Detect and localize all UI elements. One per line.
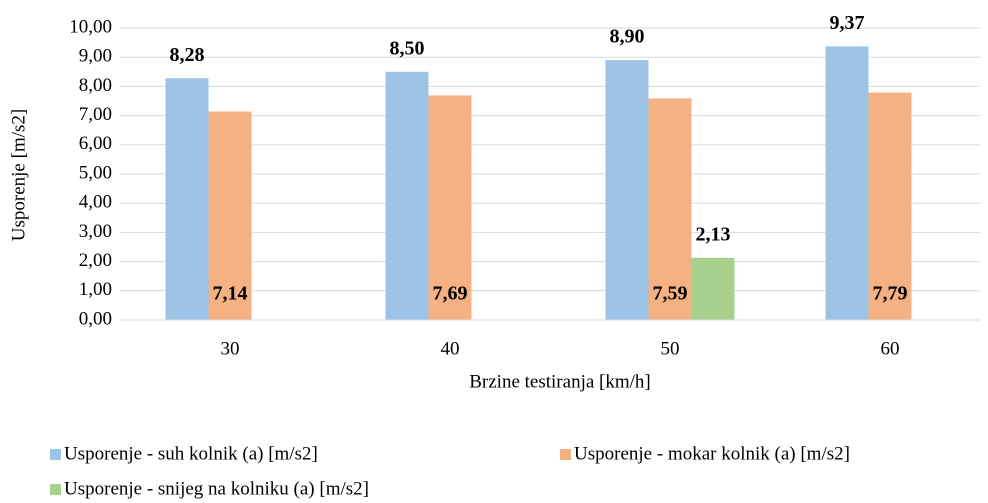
legend-swatch [50, 484, 61, 495]
data-label: 7,14 [213, 283, 248, 305]
y-tick-label: 6,00 [79, 133, 112, 154]
y-tick-label: 3,00 [79, 221, 112, 242]
y-tick-label: 9,00 [79, 46, 112, 67]
y-tick-label: 1,00 [79, 279, 112, 300]
legend-label: Usporenje - mokar kolnik (a) [m/s2] [574, 443, 850, 464]
y-tick-label: 10,00 [69, 16, 112, 37]
bar [385, 71, 429, 320]
legend-label: Usporenje - snijeg na kolniku (a) [m/s2] [64, 478, 369, 499]
bar [648, 98, 692, 320]
bar [605, 60, 649, 321]
y-tick-label: 4,00 [79, 192, 112, 213]
data-label: 7,79 [873, 283, 908, 305]
x-tick-label: 40 [441, 338, 460, 359]
data-label: 8,90 [610, 26, 645, 48]
y-tick-label: 5,00 [79, 162, 112, 183]
y-tick-label: 7,00 [79, 104, 112, 125]
data-label: 2,13 [696, 223, 731, 245]
data-label: 7,69 [433, 283, 468, 305]
bar [428, 95, 472, 321]
data-label: 9,37 [830, 12, 865, 34]
bar [165, 78, 209, 320]
legend-label: Usporenje - suh kolnik (a) [m/s2] [64, 443, 318, 464]
legend-swatch [50, 449, 61, 460]
data-label: 7,59 [653, 283, 688, 305]
bar [208, 111, 252, 321]
bar [825, 46, 869, 321]
x-axis-title: Brzine testiranja [km/h] [469, 371, 651, 392]
y-tick-label: 8,00 [79, 75, 112, 96]
bar [691, 257, 735, 320]
x-tick-label: 50 [661, 338, 680, 359]
bar [868, 92, 912, 320]
y-axis-title: Usporenje [m/s2] [8, 109, 29, 241]
y-tick-label: 2,00 [79, 250, 112, 271]
x-tick-label: 60 [881, 338, 900, 359]
data-label: 8,50 [390, 37, 425, 59]
legend-swatch [560, 449, 571, 460]
data-label: 8,28 [170, 44, 205, 66]
y-tick-label: 0,00 [79, 308, 112, 329]
x-tick-label: 30 [221, 338, 240, 359]
